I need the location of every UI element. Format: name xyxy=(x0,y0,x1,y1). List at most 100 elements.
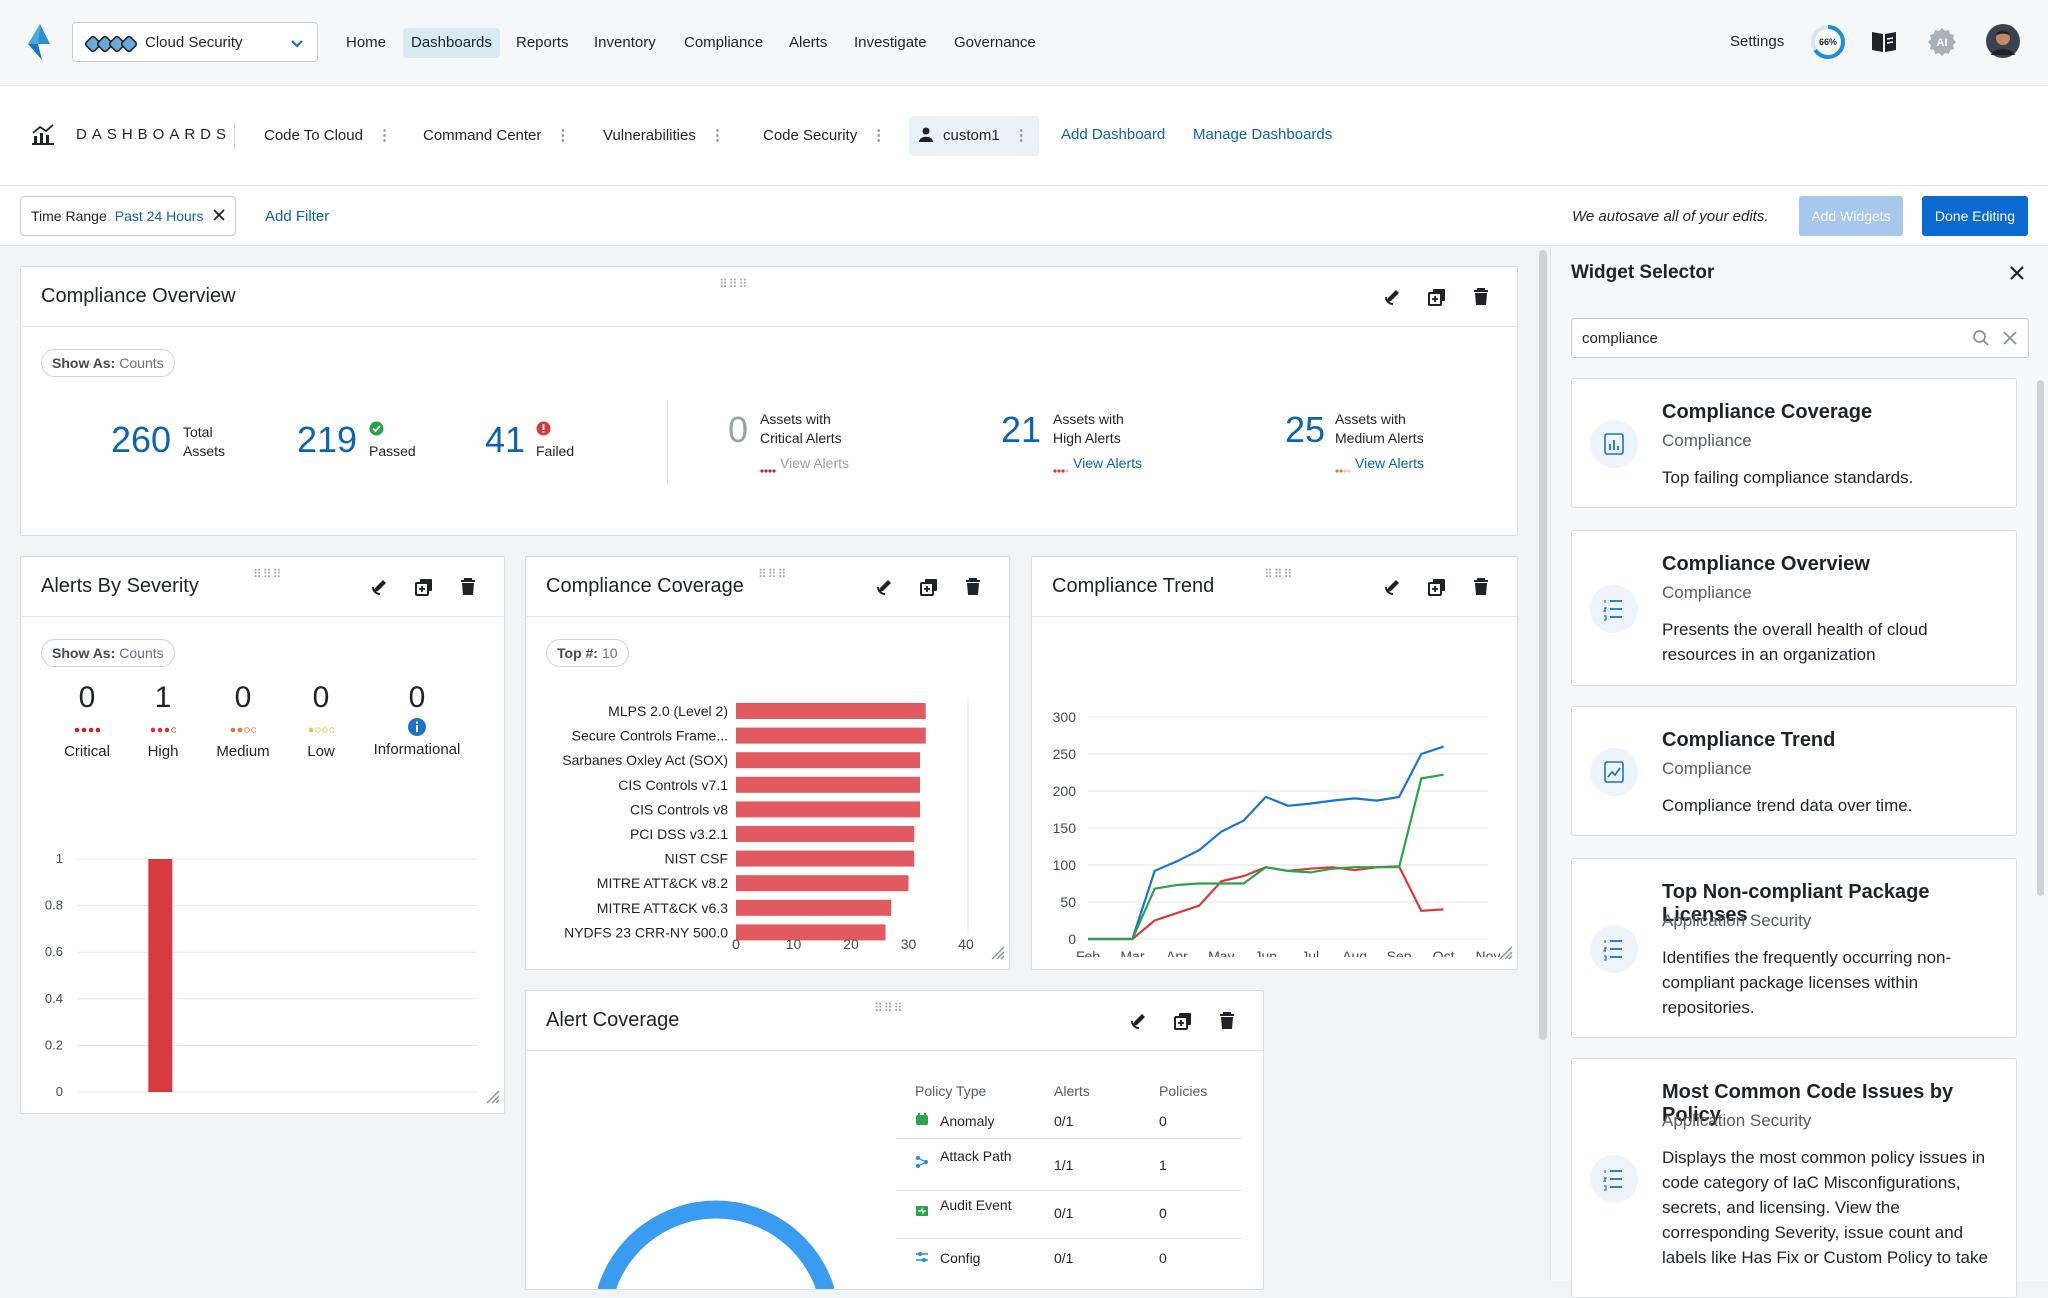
severity-informational[interactable]: 0 Informational xyxy=(362,681,472,758)
trash-icon[interactable] xyxy=(1215,1009,1239,1033)
drag-handle-icon[interactable]: ⠿⠿⠿ xyxy=(719,277,749,291)
widget-header: Compliance Trend ⠿⠿⠿ xyxy=(1032,557,1517,617)
manage-dashboards-link[interactable]: Manage Dashboards xyxy=(1193,126,1333,143)
widget-title: Compliance Trend xyxy=(1052,575,1215,597)
total-assets-count[interactable]: 260 xyxy=(111,419,172,460)
y-tick-label: 200 xyxy=(1053,783,1077,799)
nav-home[interactable]: Home xyxy=(346,34,387,51)
widget-card[interactable]: Compliance Trend Compliance Compliance t… xyxy=(1571,706,2017,836)
trash-icon[interactable] xyxy=(456,575,480,599)
close-icon[interactable] xyxy=(2008,264,2026,287)
edit-icon[interactable] xyxy=(1127,1009,1151,1033)
duplicate-icon[interactable] xyxy=(1425,285,1449,309)
trash-icon[interactable] xyxy=(1469,575,1493,599)
severity-medium[interactable]: 0 Medium xyxy=(188,681,298,760)
nav-dashboards[interactable]: Dashboards xyxy=(403,28,500,58)
col-alerts: Alerts xyxy=(1054,1083,1090,1099)
add-widgets-button[interactable]: Add Widgets xyxy=(1799,196,1903,236)
nav-governance[interactable]: Governance xyxy=(954,34,1036,51)
series-line-pass xyxy=(1088,773,1444,941)
duplicate-icon[interactable] xyxy=(412,575,436,599)
widget-card[interactable]: Compliance Overview Compliance Presents … xyxy=(1571,530,2017,686)
passed-label: Passed xyxy=(369,443,416,459)
compliance-coverage-chart: MLPS 2.0 (Level 2) Secure Controls Frame.… xyxy=(562,701,974,952)
kebab-icon[interactable]: ⋮ xyxy=(555,127,571,144)
drag-handle-icon[interactable]: ⠿⠿⠿ xyxy=(758,567,788,581)
settings-link[interactable]: Settings xyxy=(1730,33,1785,50)
failed-count[interactable]: 41 xyxy=(485,419,526,460)
alerts-value[interactable]: 0/1 xyxy=(1054,1205,1074,1221)
medium-assets-count[interactable]: 25 xyxy=(1285,409,1326,450)
passed-count[interactable]: 219 xyxy=(297,419,358,460)
tab-vulnerabilities[interactable]: Vulnerabilities ⋮ xyxy=(593,116,735,156)
severity-critical[interactable]: 0 Critical xyxy=(32,681,142,760)
nav-compliance[interactable]: Compliance xyxy=(684,34,764,51)
edit-icon[interactable] xyxy=(873,575,897,599)
avatar[interactable] xyxy=(1986,24,2020,63)
severity-label: Critical xyxy=(64,743,110,760)
drag-handle-icon[interactable]: ⠿⠿⠿ xyxy=(1264,567,1294,581)
alerts-value[interactable]: 1/1 xyxy=(1054,1157,1074,1173)
drag-handle-icon[interactable]: ⠿⠿⠿ xyxy=(874,1001,904,1015)
progress-ring[interactable]: 66% xyxy=(1810,24,1846,60)
widget-card[interactable]: Top Non-compliant Package Licenses Appli… xyxy=(1571,858,2017,1038)
policy-type-label: Anomaly xyxy=(940,1113,995,1129)
trash-icon[interactable] xyxy=(961,575,985,599)
main-scrollbar[interactable] xyxy=(1539,250,1547,1040)
severity-label: Medium xyxy=(216,743,270,760)
alerts-value[interactable]: 0/1 xyxy=(1054,1250,1074,1266)
nav-inventory[interactable]: Inventory xyxy=(594,34,656,51)
duplicate-icon[interactable] xyxy=(1425,575,1449,599)
time-range-filter[interactable]: Time Range Past 24 Hours xyxy=(20,196,237,236)
tenant-selector[interactable]: Cloud Security xyxy=(72,22,318,62)
tab-code-security[interactable]: Code Security ⋮ xyxy=(753,116,896,156)
search-icon[interactable] xyxy=(1972,329,1990,352)
edit-icon[interactable] xyxy=(1381,285,1405,309)
book-icon[interactable] xyxy=(1869,26,1899,61)
resize-handle-icon[interactable] xyxy=(1497,944,1513,965)
kebab-icon[interactable]: ⋮ xyxy=(376,127,392,144)
show-as-toggle[interactable]: Show As: Counts xyxy=(41,639,175,667)
widget-search-input[interactable] xyxy=(1582,327,1942,349)
app-logo[interactable] xyxy=(24,22,54,62)
clear-search-icon[interactable] xyxy=(2002,330,2018,351)
tab-custom1[interactable]: custom1 ⋮ xyxy=(909,116,1039,156)
ai-chip-icon[interactable]: AI xyxy=(1926,26,1958,63)
widget-card[interactable]: Compliance Coverage Compliance Top faili… xyxy=(1571,378,2017,508)
compliance-trend-widget: Compliance Trend ⠿⠿⠿ 0 50 100 150 200 250 300 F… xyxy=(1031,556,1518,970)
kebab-icon[interactable]: ⋮ xyxy=(709,127,725,144)
widget-search-field[interactable] xyxy=(1571,318,2029,358)
kebab-icon[interactable]: ⋮ xyxy=(871,127,887,144)
drag-handle-icon[interactable]: ⠿⠿⠿ xyxy=(253,567,283,581)
close-icon[interactable] xyxy=(213,208,226,224)
widget-selector-scrollbar[interactable] xyxy=(2037,380,2044,896)
duplicate-icon[interactable] xyxy=(917,575,941,599)
y-tick-label: MITRE ATT&CK v8.2 xyxy=(597,875,728,891)
top-n-toggle[interactable]: Top #: 10 xyxy=(546,639,629,667)
severity-high[interactable]: 1 High xyxy=(108,681,218,760)
widget-card[interactable]: Most Common Code Issues by Policy Applic… xyxy=(1571,1058,2017,1298)
high-assets-count[interactable]: 21 xyxy=(1001,409,1042,450)
nav-alerts[interactable]: Alerts xyxy=(789,34,828,51)
severity-low[interactable]: 0 Low xyxy=(266,681,376,760)
add-dashboard-link[interactable]: Add Dashboard xyxy=(1061,126,1166,143)
alerts-value[interactable]: 0/1 xyxy=(1054,1113,1074,1129)
nav-investigate[interactable]: Investigate xyxy=(854,34,927,51)
nav-reports[interactable]: Reports xyxy=(516,34,569,51)
high-view-alerts-link[interactable]: View Alerts xyxy=(1073,455,1142,471)
tab-command-center[interactable]: Command Center ⋮ xyxy=(413,116,580,156)
resize-handle-icon[interactable] xyxy=(989,944,1005,965)
resize-handle-icon[interactable] xyxy=(484,1088,500,1109)
kebab-icon[interactable]: ⋮ xyxy=(1013,127,1029,144)
medium-view-alerts-link[interactable]: View Alerts xyxy=(1355,455,1424,471)
edit-icon[interactable] xyxy=(368,575,392,599)
show-as-toggle[interactable]: Show As: Counts xyxy=(41,349,175,377)
add-filter-link[interactable]: Add Filter xyxy=(265,208,330,225)
severity-dots-icon xyxy=(32,721,142,737)
trash-icon[interactable] xyxy=(1469,285,1493,309)
edit-icon[interactable] xyxy=(1381,575,1405,599)
tab-code-to-cloud[interactable]: Code To Cloud ⋮ xyxy=(254,116,402,156)
severity-count: 0 xyxy=(408,681,426,714)
done-editing-button[interactable]: Done Editing xyxy=(1922,196,2028,236)
duplicate-icon[interactable] xyxy=(1171,1009,1195,1033)
